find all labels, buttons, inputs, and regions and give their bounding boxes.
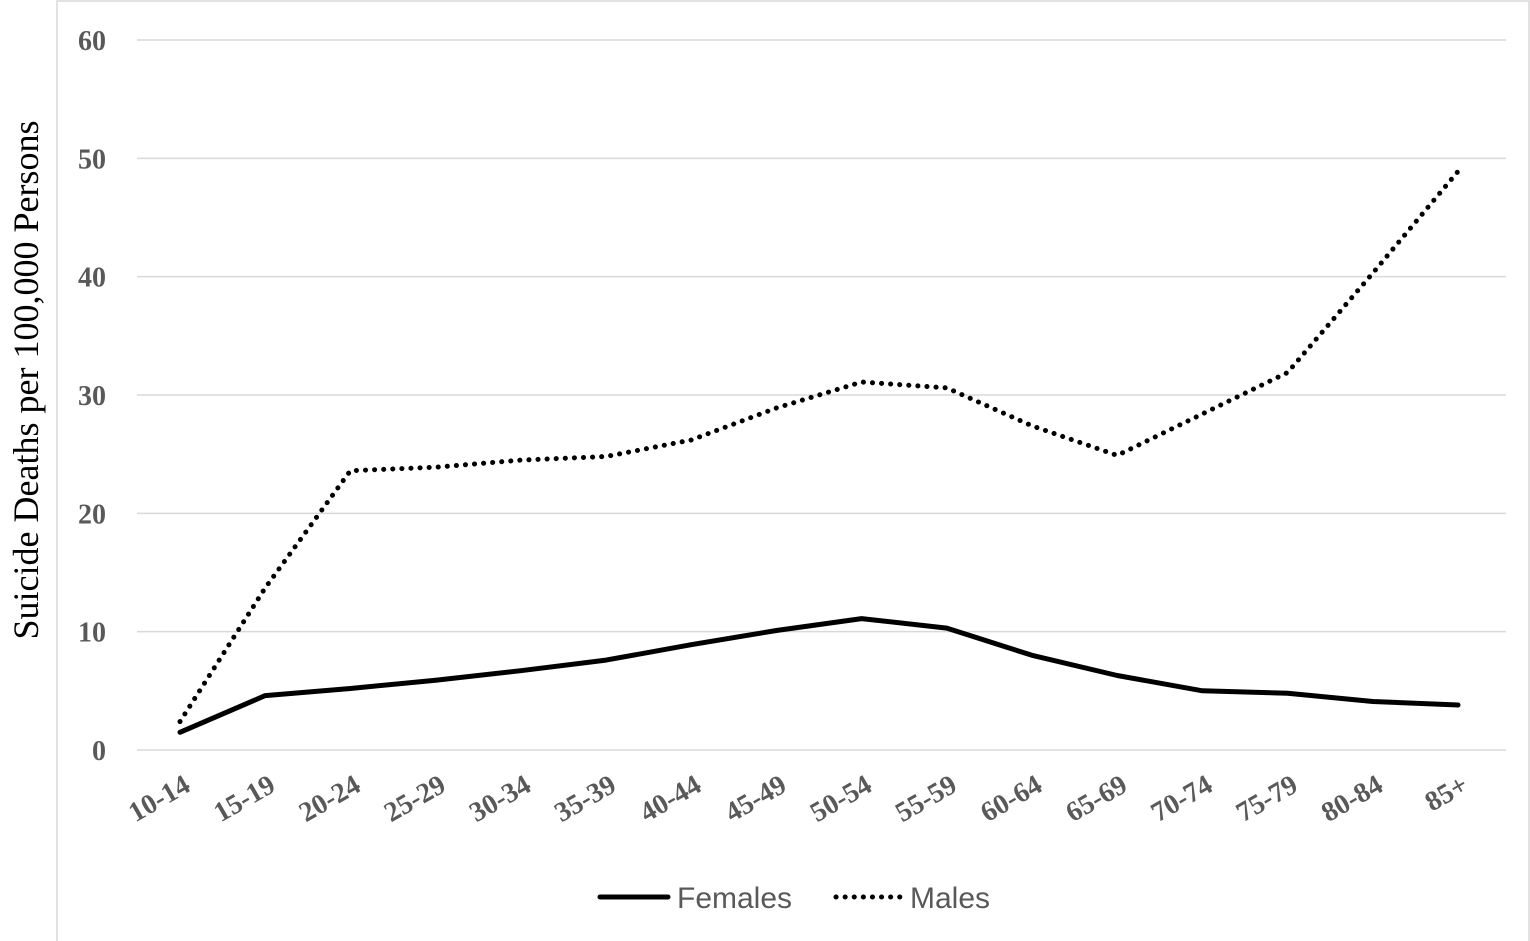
legend-label-females: Females [677,882,792,915]
y-axis-ticks: 0 10 20 30 40 50 60 [78,26,106,767]
y-tick-label: 60 [78,26,106,57]
series-line-males [177,168,1461,725]
series-lines [177,168,1461,735]
y-tick-label: 10 [78,618,106,649]
chart-frame [56,0,1530,941]
y-axis-label: Suicide Deaths per 100,000 Persons [6,121,46,640]
series-line-females [177,616,1461,735]
y-tick-label: 20 [78,499,106,530]
y-tick-label: 30 [78,381,106,412]
gridlines [137,39,1506,751]
y-tick-label: 50 [78,144,106,175]
legend-label-males: Males [910,882,990,915]
legend: Females Males [597,882,990,915]
y-tick-label: 0 [92,736,106,767]
y-tick-label: 40 [78,263,106,294]
